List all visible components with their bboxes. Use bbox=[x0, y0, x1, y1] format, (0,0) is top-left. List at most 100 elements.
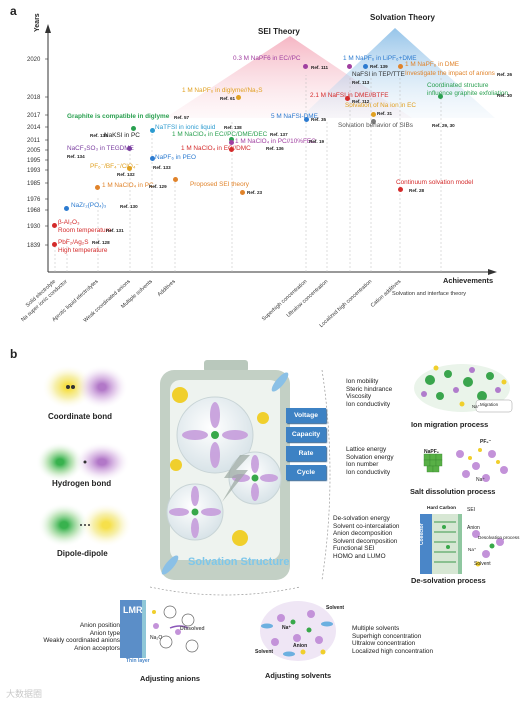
event-dot bbox=[127, 146, 132, 151]
year-label: 1976 bbox=[27, 197, 41, 203]
event-dot bbox=[52, 223, 57, 228]
solvents-solvent-label: Solvent bbox=[326, 605, 345, 611]
event-text: Room temperature bbox=[58, 227, 112, 234]
solvation-structure-title: Solvation Structure bbox=[188, 556, 290, 568]
ref-label: Ref. 132 bbox=[117, 172, 135, 177]
event-dot bbox=[229, 137, 234, 142]
year-label: 2011 bbox=[27, 138, 40, 144]
solvents-solvent-label-2: Solvent bbox=[255, 649, 274, 655]
ref-label: Ref. 30 bbox=[497, 93, 513, 98]
event-text: Continuum solvation model bbox=[396, 179, 474, 186]
ref-label: Ref. 28 bbox=[409, 188, 425, 193]
event-text: 1 M NaPF₆ in diglyme//Na₃S bbox=[182, 87, 263, 94]
year-label: 1968 bbox=[27, 208, 41, 214]
event-text: influence graphite exfoliation bbox=[427, 90, 509, 97]
solvation-theory-triangle bbox=[300, 28, 495, 118]
event-dot bbox=[150, 128, 155, 133]
event-text: 1 M NaPF₆ in DME bbox=[405, 61, 460, 68]
dissolved-label: Dissolved bbox=[180, 626, 205, 632]
bond-label-coordinate: Coordinate bond bbox=[48, 412, 112, 421]
event-dot bbox=[303, 64, 308, 69]
ref-label: Ref. 31 bbox=[377, 111, 393, 116]
bond-label-dipole: Dipole-dipole bbox=[57, 549, 108, 558]
solvents-illustration bbox=[260, 601, 336, 661]
event-text: Coordinated structure bbox=[427, 82, 489, 89]
migration-list: Ion mobility Steric hindrance Viscosity … bbox=[346, 378, 393, 408]
event-text: 1 M NaClO₄ in PC bbox=[102, 182, 154, 189]
bond-illustrations bbox=[36, 365, 132, 547]
dissolution-salt-label: NaPF₆ bbox=[424, 449, 440, 455]
event-text: Investigate the impact of anions bbox=[405, 70, 495, 77]
event-text: NaFSI in TEP/TTE bbox=[352, 71, 405, 78]
year-label: 1985 bbox=[27, 181, 41, 187]
dissolution-anion-label: PF₆⁻ bbox=[480, 439, 492, 445]
timeline-axes bbox=[45, 24, 497, 275]
panel-a-label: a bbox=[10, 4, 17, 18]
event-dot bbox=[52, 242, 57, 247]
event-dot bbox=[438, 94, 443, 99]
event-text: Graphite is compatible in diglyme bbox=[67, 113, 170, 120]
solvents-anion-label: Anion bbox=[293, 643, 308, 649]
x-axis-label: Achievements bbox=[443, 276, 494, 285]
ref-label: Ref. 128 bbox=[92, 240, 110, 245]
na2o-label: Na₂O bbox=[150, 635, 163, 641]
desolvation-title: De-solvation process bbox=[411, 576, 486, 585]
anions-title: Adjusting anions bbox=[140, 674, 200, 683]
migration-na-label: Na⁺ bbox=[472, 404, 480, 409]
ref-label: Ref. 35 bbox=[311, 117, 327, 122]
ref-label: Ref. 111 bbox=[311, 65, 329, 70]
year-label: 1930 bbox=[27, 224, 41, 230]
lmr-label: LMR bbox=[123, 605, 143, 615]
event-dot bbox=[371, 112, 376, 117]
ref-label: Ref. 136 bbox=[266, 146, 284, 151]
event-dot bbox=[127, 166, 132, 171]
ref-label: Ref. 112 bbox=[352, 99, 370, 104]
event-dot bbox=[371, 119, 376, 124]
ref-label: Ref. 134 bbox=[67, 154, 85, 159]
event-text: PF₆⁻/BF₄⁻/ClO₄⁻ bbox=[90, 163, 139, 170]
anions-list: Anion position Anion type Weakly coordin… bbox=[43, 622, 120, 652]
dissolution-illustration bbox=[423, 448, 508, 482]
solvents-list: Multiple solvents Superhigh concentratio… bbox=[352, 625, 434, 655]
event-dot bbox=[347, 64, 352, 69]
desolvation-process-label: Desolvation process bbox=[478, 535, 520, 540]
tab-voltage: Voltage bbox=[286, 408, 326, 423]
sei-theory-label: SEI Theory bbox=[258, 27, 300, 36]
ref-label: Ref. 19 bbox=[309, 139, 325, 144]
event-dot bbox=[173, 177, 178, 182]
event-text: 5 M NaFSI-DME bbox=[271, 113, 318, 120]
event-text: 2.1 M NaFSI in DME//BTFE bbox=[310, 92, 389, 99]
battery-illustration bbox=[160, 360, 290, 580]
ref-label: Ref. 138 bbox=[224, 125, 242, 130]
year-label: 2014 bbox=[27, 125, 41, 131]
x-right-label: Solvation and interface theory bbox=[392, 291, 467, 297]
event-dot bbox=[363, 64, 368, 69]
event-text: PbF₂/Ag₂S bbox=[58, 239, 89, 246]
event-text: Solvation behavior of SIBs bbox=[338, 122, 413, 129]
dissolution-cation-label: Na⁺ bbox=[476, 477, 486, 483]
year-label: 1993 bbox=[27, 168, 41, 174]
event-dot bbox=[304, 117, 309, 122]
event-text: Solvation of Na ion in EC bbox=[345, 102, 417, 109]
solvents-na-label: Na⁺ bbox=[282, 625, 292, 631]
event-text: NaPF₆ in PEO bbox=[155, 154, 196, 161]
tab-rate: Rate bbox=[286, 446, 326, 461]
event-dot bbox=[398, 64, 403, 69]
desolvation-anion-label: Anion bbox=[467, 525, 480, 531]
event-text: 1 M NaClO₄ in PC//10%FEC bbox=[235, 138, 316, 145]
ref-label: Ref. 23 bbox=[247, 190, 263, 195]
event-text: 1 M NaClO₄ in EC//PC/DME/DEC bbox=[172, 131, 268, 138]
migration-illustration bbox=[414, 364, 513, 413]
ref-label: Ref. 26 bbox=[497, 72, 513, 77]
event-text: 1 M NaPF₆ in LiPF₆+DME bbox=[343, 55, 417, 62]
ref-label: Ref. 139 bbox=[370, 64, 388, 69]
dissolution-title: Salt dissolution process bbox=[410, 487, 496, 496]
event-text: 1 M NaClO₄ in EC//DMC bbox=[181, 145, 251, 152]
desolvation-na-label: Na⁺ bbox=[468, 547, 477, 552]
year-label: 2005 bbox=[27, 148, 41, 154]
dashed-arc bbox=[321, 370, 331, 580]
solvents-title: Adjusting solvents bbox=[265, 671, 332, 680]
desolvation-solvent-label: Solvent bbox=[474, 561, 491, 567]
hard-carbon-label: Hard Carbon bbox=[427, 506, 457, 511]
event-dot bbox=[64, 206, 69, 211]
